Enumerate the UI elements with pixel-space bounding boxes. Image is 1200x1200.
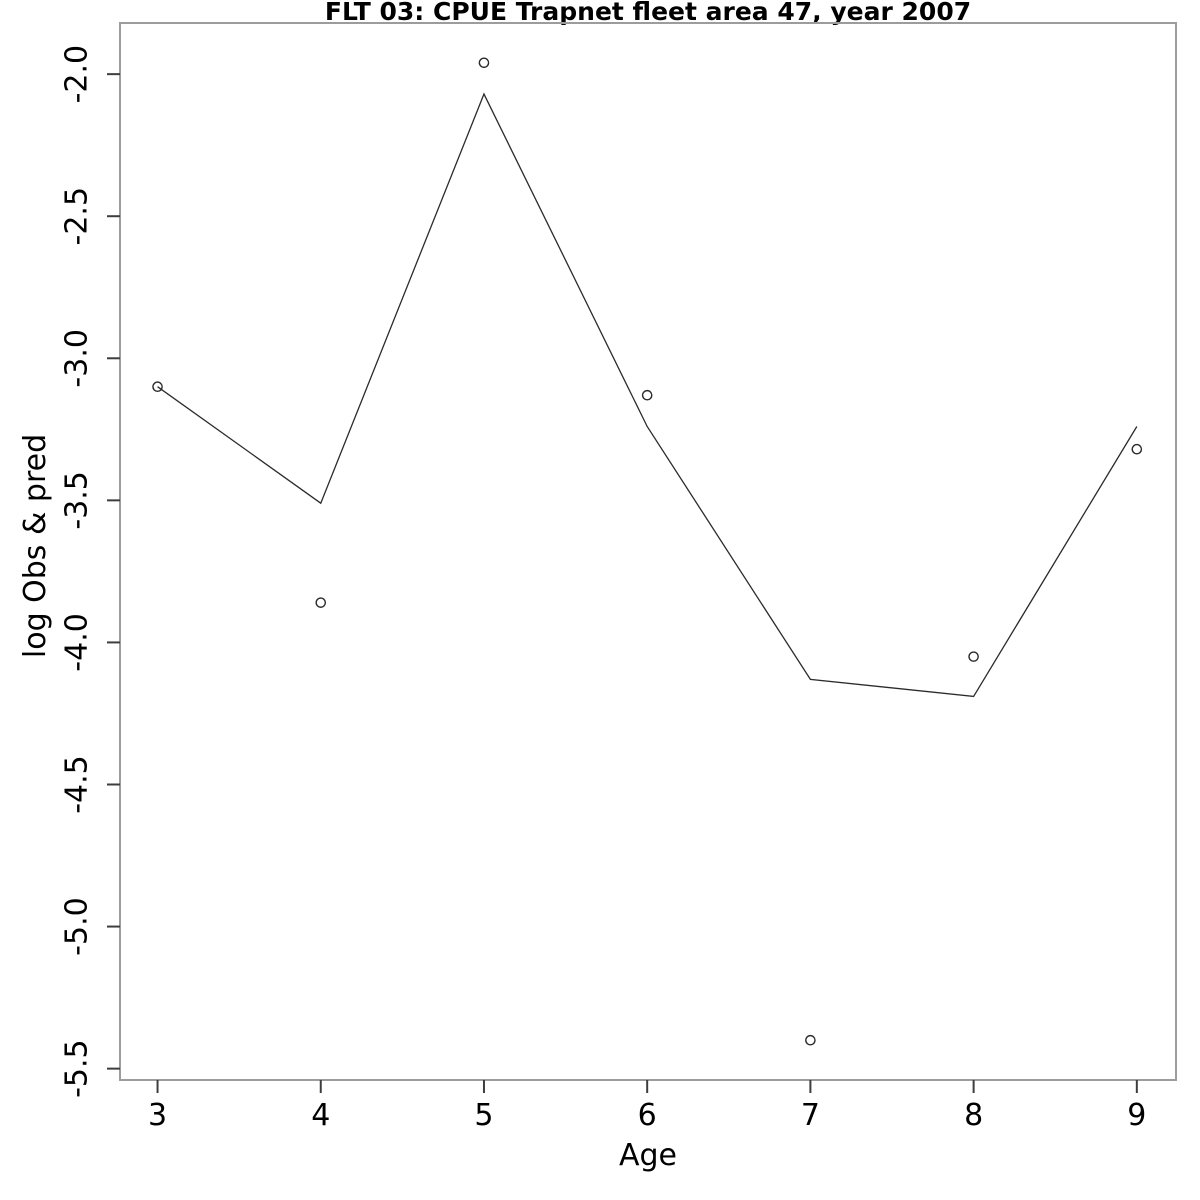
observed-point (478, 57, 490, 69)
chart-title: FLT 03: CPUE Trapnet fleet area 47, year… (324, 0, 972, 26)
plot-border (119, 22, 1177, 1081)
x-tick-label: 6 (638, 1098, 657, 1133)
y-axis-label: log Obs & pred (18, 433, 53, 659)
observed-point (641, 389, 653, 401)
y-tick-label: -5.0 (60, 897, 95, 956)
observed-point (968, 651, 979, 662)
y-tick-label: -4.5 (60, 755, 95, 814)
observed-point (152, 381, 163, 392)
y-tick-label: -3.5 (60, 471, 95, 530)
x-tick-label: 3 (148, 1098, 167, 1133)
x-tick-label: 4 (311, 1098, 330, 1133)
x-tick-label: 8 (964, 1098, 983, 1133)
x-tick-label: 9 (1127, 1098, 1146, 1133)
predicted-line (157, 92, 1138, 698)
x-axis-label: Age (618, 1138, 678, 1173)
y-tick-label: -4.0 (60, 613, 95, 672)
observed-point (805, 1034, 816, 1046)
x-tick-label: 5 (474, 1098, 493, 1133)
y-tick-label: -5.5 (60, 1039, 95, 1098)
y-tick-label: -2.0 (60, 45, 95, 104)
y-tick-label: -2.5 (60, 187, 95, 246)
x-tick-label: 7 (801, 1098, 820, 1133)
observed-point (315, 597, 327, 608)
y-tick-label: -3.0 (60, 329, 95, 388)
observed-point (1131, 443, 1143, 455)
